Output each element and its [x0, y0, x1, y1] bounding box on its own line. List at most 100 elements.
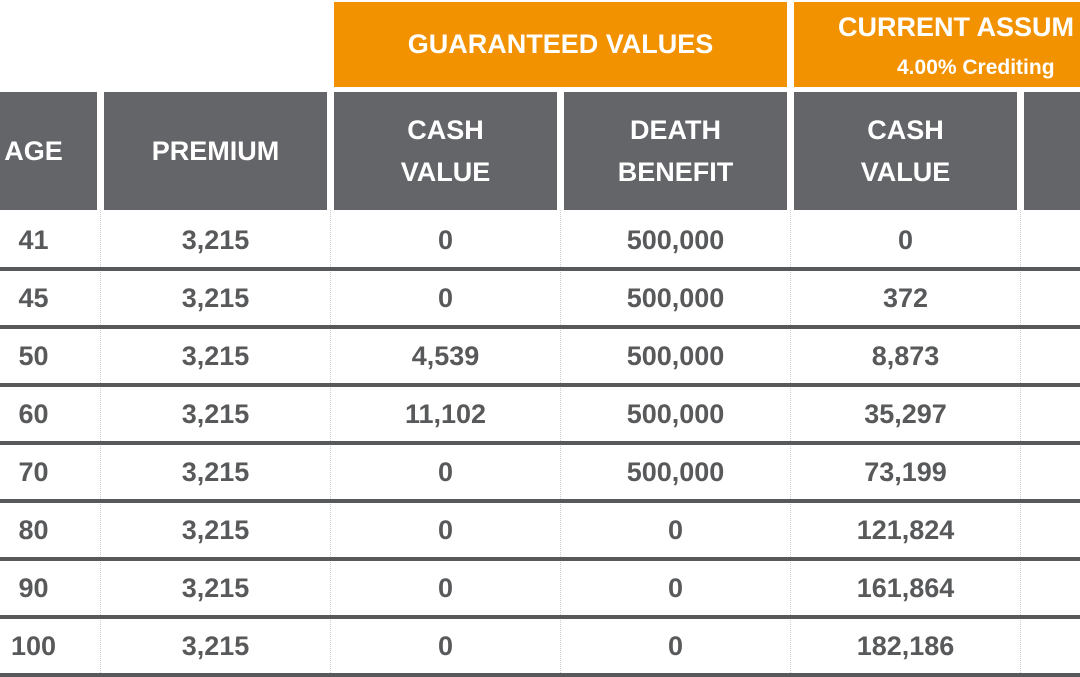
table-cell-text: 0 — [437, 282, 454, 313]
row-separator — [0, 267, 1080, 271]
table-cell: 3,215 — [104, 619, 327, 673]
table-cell: 3,215 — [104, 213, 327, 267]
column-header-text: AGE — [4, 136, 63, 166]
row-separator — [0, 383, 1080, 387]
table-cell-text: 73,199 — [864, 456, 947, 487]
table-cell-text: 80 — [18, 514, 49, 545]
column-header-text: DEATH BENEFIT — [617, 115, 734, 187]
table-cell-text: 35,297 — [864, 398, 947, 429]
table-cell-text: 182,186 — [856, 630, 955, 661]
column-header: CASH VALUE — [794, 92, 1017, 210]
table-cell: 500,000 — [564, 213, 787, 267]
table-cell: 80 — [0, 503, 97, 557]
table-cell-text: 500,000 — [626, 340, 725, 371]
table-cell-text: 0 — [437, 456, 454, 487]
table-cell: 73,199 — [794, 445, 1017, 499]
table-cell-text: 161,864 — [856, 572, 955, 603]
table-cell-text: 0 — [437, 572, 454, 603]
table-cell: 161,864 — [794, 561, 1017, 615]
table-cell: 0 — [334, 503, 557, 557]
table-cell: 3,215 — [104, 329, 327, 383]
table-cell-text: 0 — [437, 514, 454, 545]
table-cell: 121,824 — [794, 503, 1017, 557]
column-header — [1024, 92, 1080, 210]
group-header-sublabel-text: 4.00% Crediting — [897, 56, 1055, 79]
table-cell: 45 — [0, 271, 97, 325]
table-cell: 3,215 — [104, 387, 327, 441]
table-cell-text: 90 — [18, 572, 49, 603]
table-cell: 0 — [564, 503, 787, 557]
table-cell-text: 0 — [667, 572, 684, 603]
table-cell-text: 3,215 — [181, 630, 250, 661]
table-cell-text: 3,215 — [181, 398, 250, 429]
group-header: CURRENT ASSUM 4.00% Crediting — [794, 2, 1080, 87]
table-cell: 90 — [0, 561, 97, 615]
column-header: DEATH BENEFIT — [564, 92, 787, 210]
table-cell-text: 8,873 — [871, 340, 940, 371]
column-header: CASH VALUE — [334, 92, 557, 210]
table-cell-text: 100 — [10, 630, 57, 661]
table-cell: 35,297 — [794, 387, 1017, 441]
table-cell: 500,000 — [564, 387, 787, 441]
table-cell: 0 — [334, 561, 557, 615]
table-cell: 0 — [334, 271, 557, 325]
table-cell: 100 — [0, 619, 97, 673]
table-cell-text: 0 — [667, 514, 684, 545]
row-separator — [0, 615, 1080, 619]
table-cell-text: 3,215 — [181, 514, 250, 545]
table-cell: 0 — [334, 619, 557, 673]
group-header-text: GUARANTEED VALUES — [407, 29, 714, 59]
table-cell-text: 3,215 — [181, 456, 250, 487]
row-separator — [0, 673, 1080, 677]
column-header-text: PREMIUM — [151, 136, 280, 166]
table-cell-text: 0 — [897, 224, 914, 255]
row-separator — [0, 557, 1080, 561]
table-cell-text: 121,824 — [856, 514, 955, 545]
table-cell-text: 500,000 — [626, 398, 725, 429]
column-header-text: CASH VALUE — [400, 115, 491, 187]
table-cell: 500,000 — [564, 329, 787, 383]
table-cell-text: 0 — [667, 630, 684, 661]
table-cell: 0 — [334, 213, 557, 267]
table-cell: 60 — [0, 387, 97, 441]
table-cell-text: 3,215 — [181, 282, 250, 313]
table-cell: 372 — [794, 271, 1017, 325]
table-cell: 3,215 — [104, 271, 327, 325]
table-cell-text: 11,102 — [404, 398, 487, 429]
table-cell-text: 0 — [437, 224, 454, 255]
row-separator — [0, 325, 1080, 329]
table-cell-text: 3,215 — [181, 572, 250, 603]
table-cell: 500,000 — [564, 271, 787, 325]
table-cell: 3,215 — [104, 503, 327, 557]
table-cell: 0 — [564, 619, 787, 673]
table-cell-text: 3,215 — [181, 340, 250, 371]
table-cell-text: 45 — [18, 282, 49, 313]
table-cell-text: 500,000 — [626, 224, 725, 255]
table-cell-text: 41 — [18, 224, 49, 255]
table-cell: 41 — [0, 213, 97, 267]
group-header-label-text: CURRENT ASSUM — [838, 12, 1074, 42]
table-cell-text: 500,000 — [626, 456, 725, 487]
group-header-label: CURRENT ASSUM — [838, 12, 1074, 43]
table-cell: 0 — [564, 561, 787, 615]
row-separator — [0, 441, 1080, 445]
table-cell-text: 500,000 — [626, 282, 725, 313]
table-cell-text: 50 — [18, 340, 49, 371]
table-cell-text: 3,215 — [181, 224, 250, 255]
table-cell: 500,000 — [564, 445, 787, 499]
column-header: PREMIUM — [104, 92, 327, 210]
table-cell: 4,539 — [334, 329, 557, 383]
table-cell: 3,215 — [104, 445, 327, 499]
table-cell-text: 372 — [882, 282, 929, 313]
group-header: GUARANTEED VALUES — [334, 2, 787, 87]
row-separator — [0, 499, 1080, 503]
table-cell: 0 — [794, 213, 1017, 267]
table-cell: 8,873 — [794, 329, 1017, 383]
table-cell-text: 0 — [437, 630, 454, 661]
group-header-sublabel: 4.00% Crediting — [897, 56, 1055, 80]
table-cell-text: 70 — [18, 456, 49, 487]
table-cell: 3,215 — [104, 561, 327, 615]
table-cell-text: 4,539 — [411, 340, 480, 371]
column-header-text: CASH VALUE — [860, 115, 951, 187]
